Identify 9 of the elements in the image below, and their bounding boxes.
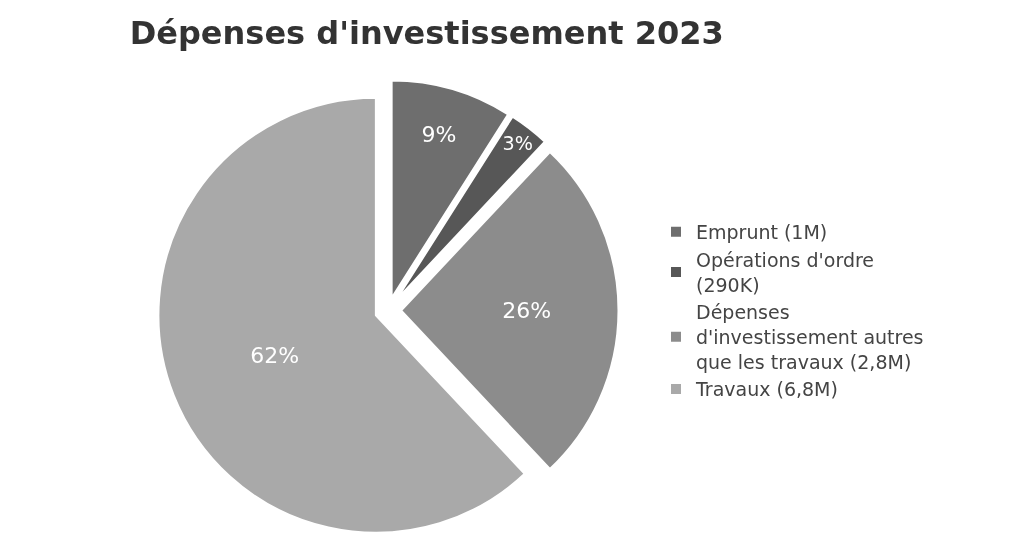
data-label: 26% xyxy=(502,298,552,323)
legend-label: Dépenses d'investissement autres que les travaux (2,8M) xyxy=(696,301,924,373)
data-label: 9% xyxy=(421,122,457,148)
data-label: 62% xyxy=(250,342,300,368)
legend-label: Travaux (6,8M) xyxy=(695,378,838,401)
chart-title: Dépenses d'investissement 2023 xyxy=(129,14,724,53)
data-label: 3% xyxy=(502,131,534,155)
legend-label: Opérations d'ordre (290K) xyxy=(696,248,875,296)
legend-label: Emprunt (1M) xyxy=(696,221,828,244)
